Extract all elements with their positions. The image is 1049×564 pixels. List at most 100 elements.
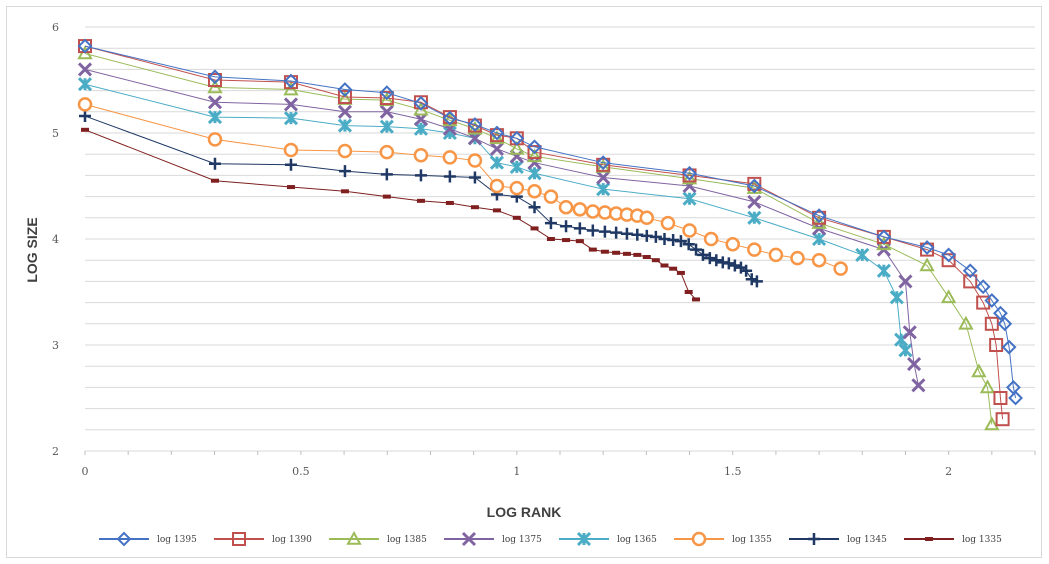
data-point (283, 111, 299, 126)
data-point (443, 170, 456, 183)
data-point (919, 257, 935, 272)
series-line (84, 53, 993, 425)
legend: log 1395 log 1390 log 1385 log 1375 log 1365… (99, 530, 1002, 547)
data-point (414, 169, 427, 182)
data-point (728, 259, 741, 272)
data-point (207, 95, 223, 110)
data-point (79, 110, 91, 123)
data-point (600, 249, 609, 254)
data-point (77, 38, 93, 54)
legend-item: log 1375 (444, 531, 542, 547)
data-point (210, 178, 219, 183)
series-log-1345 (79, 110, 763, 288)
data-point (207, 132, 223, 147)
data-point (696, 248, 709, 261)
data-point (855, 247, 870, 262)
data-point (902, 325, 917, 340)
data-point (526, 148, 543, 163)
data-point (596, 170, 611, 185)
legend-marker (691, 531, 707, 547)
data-point (337, 104, 353, 119)
series-log-1355 (77, 97, 848, 276)
data-point (489, 155, 505, 170)
data-point (669, 266, 678, 271)
legend-item: log 1385 (329, 530, 427, 545)
data-point (612, 250, 621, 255)
data-point (208, 157, 221, 170)
data-point (710, 254, 723, 267)
data-point (337, 143, 353, 159)
data-point (620, 227, 633, 240)
data-point (690, 243, 703, 256)
data-point (445, 200, 454, 205)
data-point (527, 166, 542, 181)
data-point (984, 293, 1000, 308)
data-point (467, 117, 483, 132)
data-point (682, 191, 697, 206)
legend-label: log 1375 (502, 535, 542, 545)
data-point (993, 391, 1008, 405)
data-point (468, 171, 481, 184)
data-point (77, 97, 93, 112)
data-point (283, 73, 299, 89)
data-point (413, 148, 429, 163)
chart-svg: 0 0.5 1 1.5 2 2 3 4 5 6 LOG RANK LOG SIZE log 139… (24, 21, 1036, 547)
legend-label: log 1345 (847, 535, 887, 545)
x-tick-label: 2 (945, 465, 952, 478)
data-point (940, 289, 957, 304)
data-point (692, 297, 701, 302)
y-tick-label: 2 (52, 445, 59, 458)
data-point (207, 73, 222, 87)
series-log-1335 (81, 127, 701, 302)
y-axis-title: LOG SIZE (24, 217, 40, 282)
data-point (509, 130, 525, 146)
series-log-1375 (77, 62, 926, 393)
data-point (997, 316, 1013, 332)
data-point (283, 97, 299, 112)
data-point (492, 208, 501, 213)
legend-label: log 1395 (157, 535, 197, 545)
data-point (572, 202, 588, 217)
data-point (543, 189, 559, 204)
data-point (527, 184, 542, 199)
data-point (993, 305, 1008, 321)
data-point (337, 82, 353, 97)
legend-label: log 1355 (732, 535, 772, 545)
data-point (725, 237, 740, 252)
legend-marker (232, 532, 246, 546)
legend-item: log 1355 (674, 531, 772, 547)
data-point (337, 118, 353, 133)
data-point (284, 158, 297, 171)
data-point (876, 229, 892, 245)
data-point (642, 255, 651, 260)
y-tick-label: 3 (52, 339, 59, 352)
data-point (595, 155, 611, 171)
series-line (84, 83, 906, 351)
data-point (984, 416, 1000, 431)
data-point (596, 157, 611, 172)
legend-item: log 1365 (559, 531, 657, 547)
data-point (610, 226, 623, 239)
data-point (633, 252, 642, 257)
legend-label: log 1390 (272, 535, 312, 545)
data-point (470, 205, 479, 210)
data-point (676, 270, 685, 275)
gridlines (84, 26, 1036, 455)
data-point (962, 263, 978, 279)
legend-marker (576, 531, 592, 547)
data-point (509, 180, 525, 196)
data-point (768, 247, 784, 263)
data-point (941, 247, 957, 263)
series-line (84, 45, 1017, 399)
data-point (684, 290, 693, 294)
chart-frame: 0 0.5 1 1.5 2 2 3 4 5 6 LOG RANK LOG SIZE log 139… (6, 6, 1042, 558)
data-point (489, 128, 504, 143)
data-point (585, 204, 601, 219)
data-point (509, 140, 525, 155)
data-point (562, 238, 571, 243)
x-tick-label: 0.5 (292, 465, 310, 478)
series-layer (77, 38, 1023, 431)
data-point (979, 379, 996, 394)
data-point (682, 223, 697, 238)
data-point (489, 141, 505, 156)
